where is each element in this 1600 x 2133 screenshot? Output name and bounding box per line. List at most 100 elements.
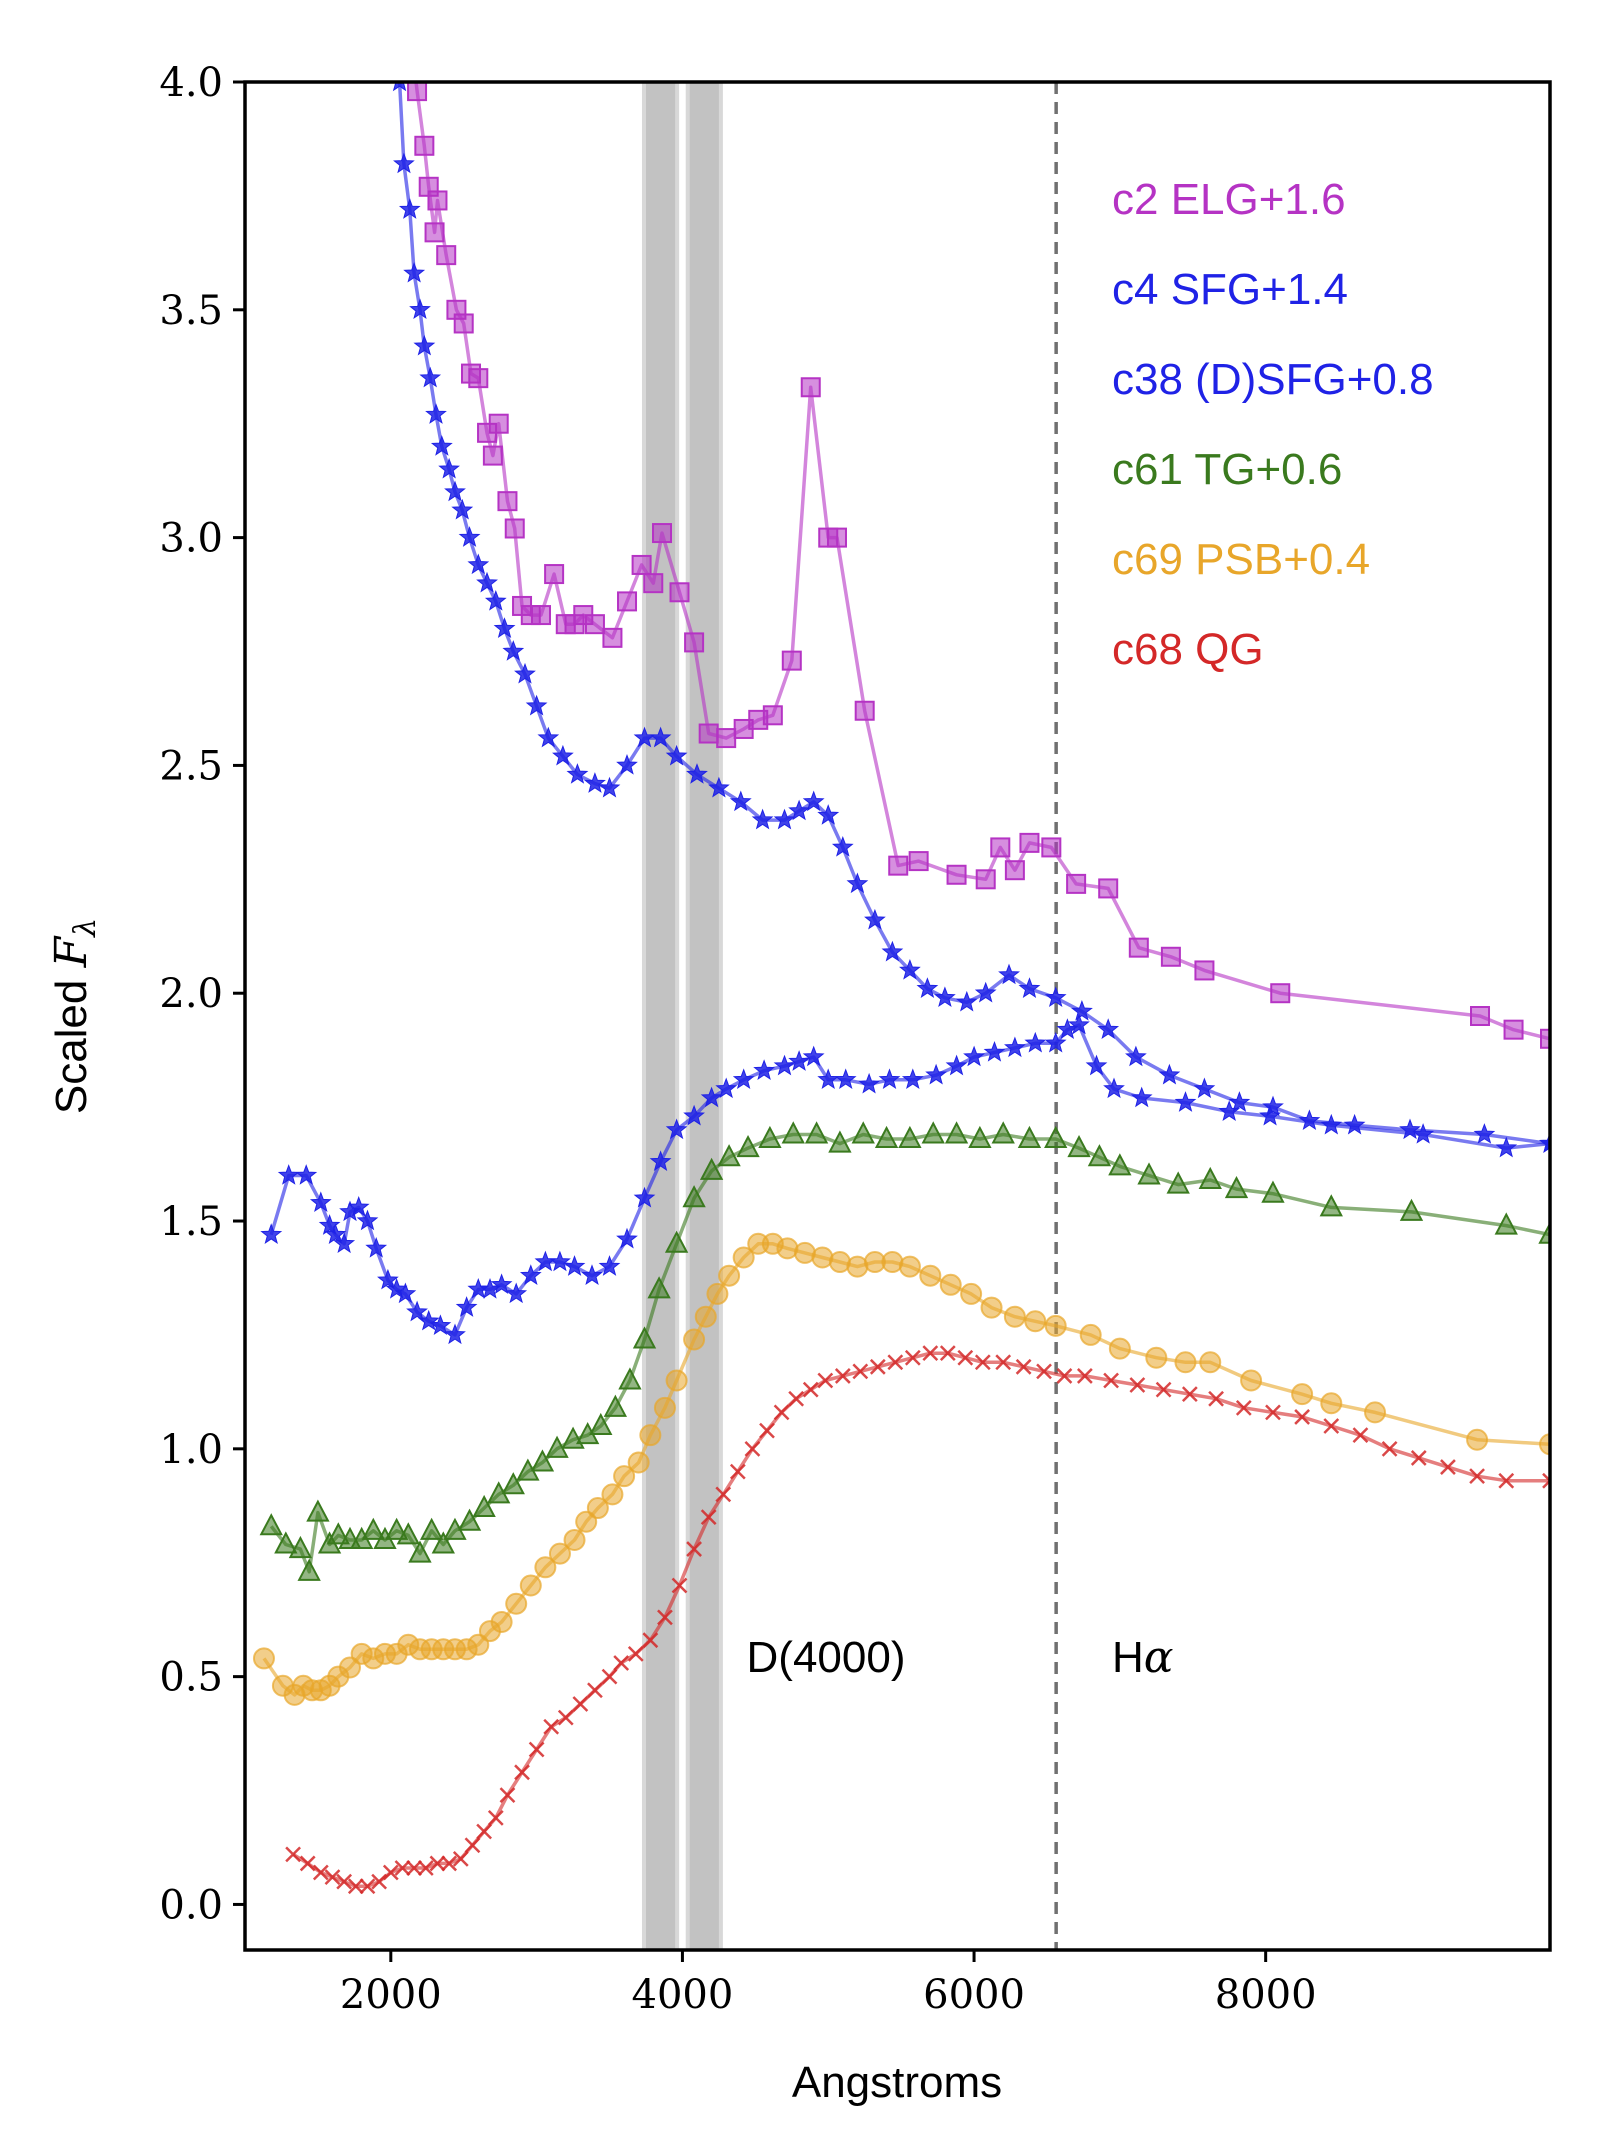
data-point-c61-tg-0-6-32 [682, 1185, 706, 1208]
data-point-c69-psb-0-4-52 [960, 1282, 983, 1305]
data-point-c68-qg-1 [299, 1855, 316, 1872]
data-point-c38-d-sfg-0-8-12 [385, 1277, 408, 1299]
data-point-c2-elg-1-6-26 [631, 554, 652, 575]
data-point-c61-tg-0-6-43 [921, 1121, 945, 1144]
data-point-c61-tg-0-6-3 [297, 1558, 321, 1581]
data-point-c69-psb-0-4-54 [1003, 1305, 1026, 1328]
data-point-c61-tg-0-6-57 [1319, 1194, 1343, 1217]
data-point-c38-d-sfg-0-8-6 [333, 1232, 356, 1254]
data-point-c69-psb-0-4-26 [563, 1528, 586, 1551]
data-point-c69-psb-0-4-29 [601, 1483, 624, 1506]
data-point-c68-qg-45 [904, 1349, 921, 1366]
data-point-c61-tg-0-6-23 [545, 1435, 569, 1458]
data-point-c68-qg-48 [957, 1349, 974, 1366]
data-point-c61-tg-0-6-1 [274, 1531, 298, 1554]
data-point-c38-d-sfg-0-8-51 [1024, 1031, 1047, 1053]
data-point-c4-sfg-1-4-27 [649, 726, 672, 748]
data-point-c61-tg-0-6-18 [472, 1494, 496, 1518]
data-point-c4-sfg-1-4-36 [817, 804, 840, 825]
data-point-c61-tg-0-6-42 [898, 1125, 922, 1149]
data-point-c68-qg-13 [441, 1855, 458, 1872]
data-point-c68-qg-65 [1381, 1440, 1398, 1457]
data-point-c61-tg-0-6-54 [1198, 1166, 1222, 1190]
data-point-c4-sfg-1-4-35 [802, 790, 825, 812]
data-point-c68-qg-57 [1155, 1381, 1172, 1398]
data-point-c61-tg-0-6-20 [501, 1472, 525, 1495]
data-point-c38-d-sfg-0-8-64 [1539, 1132, 1550, 1153]
data-point-c4-sfg-1-4-44 [955, 990, 978, 1012]
data-point-c4-sfg-1-4-2 [398, 198, 421, 219]
data-point-c68-qg-53 [1056, 1368, 1073, 1384]
data-point-c69-psb-0-4-23 [519, 1574, 542, 1597]
data-point-c61-tg-0-6-17 [457, 1508, 482, 1531]
data-point-c4-sfg-1-4-10 [444, 480, 466, 502]
data-point-c38-d-sfg-0-8-34 [700, 1086, 723, 1108]
data-point-c4-sfg-1-4-49 [1071, 999, 1093, 1021]
data-point-c69-psb-0-4-24 [534, 1556, 557, 1579]
y-tick-label-0: 0.0 [159, 1882, 223, 1928]
data-point-c61-tg-0-6-50 [1087, 1144, 1112, 1167]
data-point-c2-elg-1-6-36 [781, 650, 802, 671]
data-point-c61-tg-0-6-39 [828, 1130, 852, 1153]
data-point-c2-elg-1-6-39 [826, 527, 847, 548]
data-point-c4-sfg-1-4-12 [458, 526, 481, 547]
data-point-c68-qg-60 [1235, 1399, 1252, 1416]
data-point-c68-qg-7 [371, 1873, 388, 1890]
data-point-c38-d-sfg-0-8-22 [505, 1282, 528, 1304]
data-point-c38-d-sfg-0-8-3 [309, 1191, 332, 1213]
data-point-c2-elg-1-6-43 [946, 864, 967, 885]
data-point-c69-psb-0-4-65 [1364, 1401, 1387, 1424]
data-point-c68-qg-51 [1015, 1358, 1032, 1375]
data-point-c61-tg-0-6-29 [632, 1326, 657, 1349]
data-point-c38-d-sfg-0-8-63 [1495, 1136, 1518, 1158]
y-tick-label-1.5: 1.5 [159, 1199, 223, 1245]
data-point-c61-tg-0-6-35 [736, 1134, 760, 1158]
data-point-c68-qg-19 [514, 1764, 530, 1781]
data-point-c4-sfg-1-4-14 [476, 571, 498, 593]
data-point-c2-elg-1-6-2 [414, 135, 435, 156]
data-point-c4-sfg-1-4-8 [430, 435, 453, 456]
data-point-c61-tg-0-6-36 [758, 1125, 782, 1149]
data-point-c68-qg-43 [869, 1358, 886, 1375]
y-tick-label-3.5: 3.5 [159, 288, 223, 334]
y-tick-label-0.5: 0.5 [159, 1655, 223, 1701]
data-point-c4-sfg-1-4-17 [502, 640, 525, 661]
data-point-c68-qg-35 [744, 1440, 761, 1457]
series-c4-sfg-1-4 [392, 82, 1550, 1153]
data-point-c68-qg-11 [417, 1860, 434, 1876]
data-point-c2-elg-1-6-57 [1540, 1028, 1550, 1049]
data-point-c4-sfg-1-4-16 [493, 617, 516, 638]
data-point-c2-elg-1-6-25 [617, 591, 638, 612]
data-point-c38-d-sfg-0-8-49 [983, 1040, 1006, 1062]
data-point-c4-sfg-1-4-53 [1193, 1077, 1216, 1099]
data-point-c4-sfg-1-4-46 [998, 963, 1020, 985]
data-point-c38-d-sfg-0-8-40 [802, 1045, 825, 1067]
data-point-c68-qg-24 [587, 1682, 603, 1699]
data-point-c38-d-sfg-0-8-60 [1259, 1104, 1281, 1126]
data-point-c61-tg-0-6-30 [647, 1276, 671, 1299]
data-point-c61-tg-0-6-34 [717, 1144, 741, 1167]
series-c2-elg-1-6 [407, 82, 1550, 1049]
x-tick-label-4000: 4000 [632, 1972, 734, 2018]
data-point-c2-elg-1-6-15 [504, 518, 525, 539]
data-point-c2-elg-1-6-53 [1194, 960, 1215, 981]
data-point-c2-elg-1-6-44 [975, 869, 996, 890]
data-point-c38-d-sfg-0-8-47 [945, 1054, 968, 1076]
data-point-c2-elg-1-6-56 [1503, 1019, 1524, 1040]
data-point-c69-psb-0-4-22 [505, 1592, 528, 1615]
data-point-c68-qg-68 [1469, 1468, 1485, 1485]
data-point-c38-d-sfg-0-8-54 [1068, 1013, 1090, 1035]
data-point-c38-d-sfg-0-8-30 [633, 1186, 656, 1208]
annotation-d4000: D(4000) [747, 1633, 906, 1682]
series-c68-qg [285, 1345, 1550, 1895]
data-point-c38-d-sfg-0-8-31 [649, 1150, 672, 1172]
data-point-c2-elg-1-6-23 [584, 614, 605, 635]
annotation-halpha: Hα [1112, 1632, 1174, 1683]
data-point-c68-qg-37 [773, 1404, 790, 1421]
data-point-c69-psb-0-4-63 [1291, 1383, 1314, 1406]
data-point-c68-qg-67 [1440, 1459, 1456, 1475]
data-point-c61-tg-0-6-56 [1261, 1180, 1285, 1203]
data-point-c68-qg-12 [429, 1855, 446, 1872]
data-point-c69-psb-0-4-67 [1539, 1433, 1550, 1456]
